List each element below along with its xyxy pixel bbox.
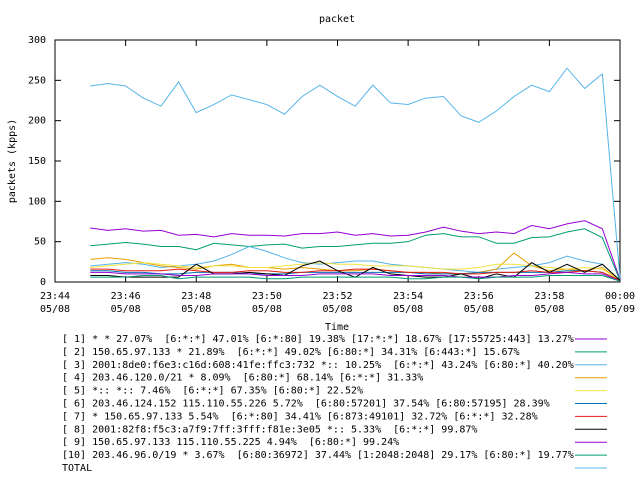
legend-label: [ 9] 150.65.97.133 115.110.55.225 4.94% …	[62, 437, 399, 448]
series-line	[90, 220, 621, 280]
legend-label: [ 2] 150.65.97.133 * 21.89% [6:*:*] 49.0…	[62, 347, 520, 358]
series-line	[90, 271, 621, 282]
x-tick-label: 23:46 05/08	[111, 291, 141, 315]
y-tick-label: 50	[34, 237, 46, 248]
y-axis-label: packets (kpps)	[7, 119, 18, 203]
y-tick-label: 100	[28, 196, 46, 207]
legend-label: [ 6] 203.46.124.152 115.110.55.226 5.72%…	[62, 399, 550, 410]
x-tick-label: 23:44 05/08	[40, 291, 70, 315]
legend-label: [ 3] 2001:8de0:f6e3:c16d:608:41fe:ffc3:7…	[62, 360, 574, 371]
series-line	[90, 275, 621, 282]
y-tick-label: 0	[40, 277, 46, 288]
series-line	[90, 228, 621, 281]
y-tick-label: 200	[28, 116, 46, 127]
legend-label: [ 8] 2001:82f8:f5c3:a7f9:7ff:3fff:f81e:3…	[62, 424, 477, 435]
legend-label: [ 4] 203.46.120.0/21 * 8.09% [6:80:*] 68…	[62, 373, 423, 384]
x-tick-label: 23:50 05/08	[252, 291, 282, 315]
x-tick-label: 00:00 05/09	[605, 291, 635, 315]
legend-label: [10] 203.46.96.0/19 * 3.67% [6:80:36972]…	[62, 450, 574, 461]
series-line	[90, 268, 621, 281]
legend-label: [ 7] * 150.65.97.133 5.54% [6:*:80] 34.4…	[62, 411, 538, 422]
y-tick-label: 300	[28, 35, 46, 46]
series-line	[90, 270, 621, 281]
series-line	[90, 262, 621, 281]
x-tick-label: 23:54 05/08	[393, 291, 423, 315]
legend-label: TOTAL	[62, 463, 92, 474]
y-tick-label: 250	[28, 75, 46, 86]
x-tick-label: 23:48 05/08	[181, 291, 211, 315]
x-tick-label: 23:56 05/08	[464, 291, 494, 315]
series-line	[90, 67, 621, 279]
x-tick-label: 23:52 05/08	[322, 291, 352, 315]
legend-label: [ 5] *:: *:: 7.46% [6:*:*] 67.35% [6:80:…	[62, 386, 363, 397]
x-tick-label: 23:58 05/08	[534, 291, 564, 315]
legend-label: [ 1] * * 27.07% [6:*:*] 47.01% [6:*:80] …	[62, 334, 574, 345]
chart-title: packet	[319, 14, 355, 25]
x-axis-label: Time	[325, 322, 349, 333]
y-tick-label: 150	[28, 156, 46, 167]
